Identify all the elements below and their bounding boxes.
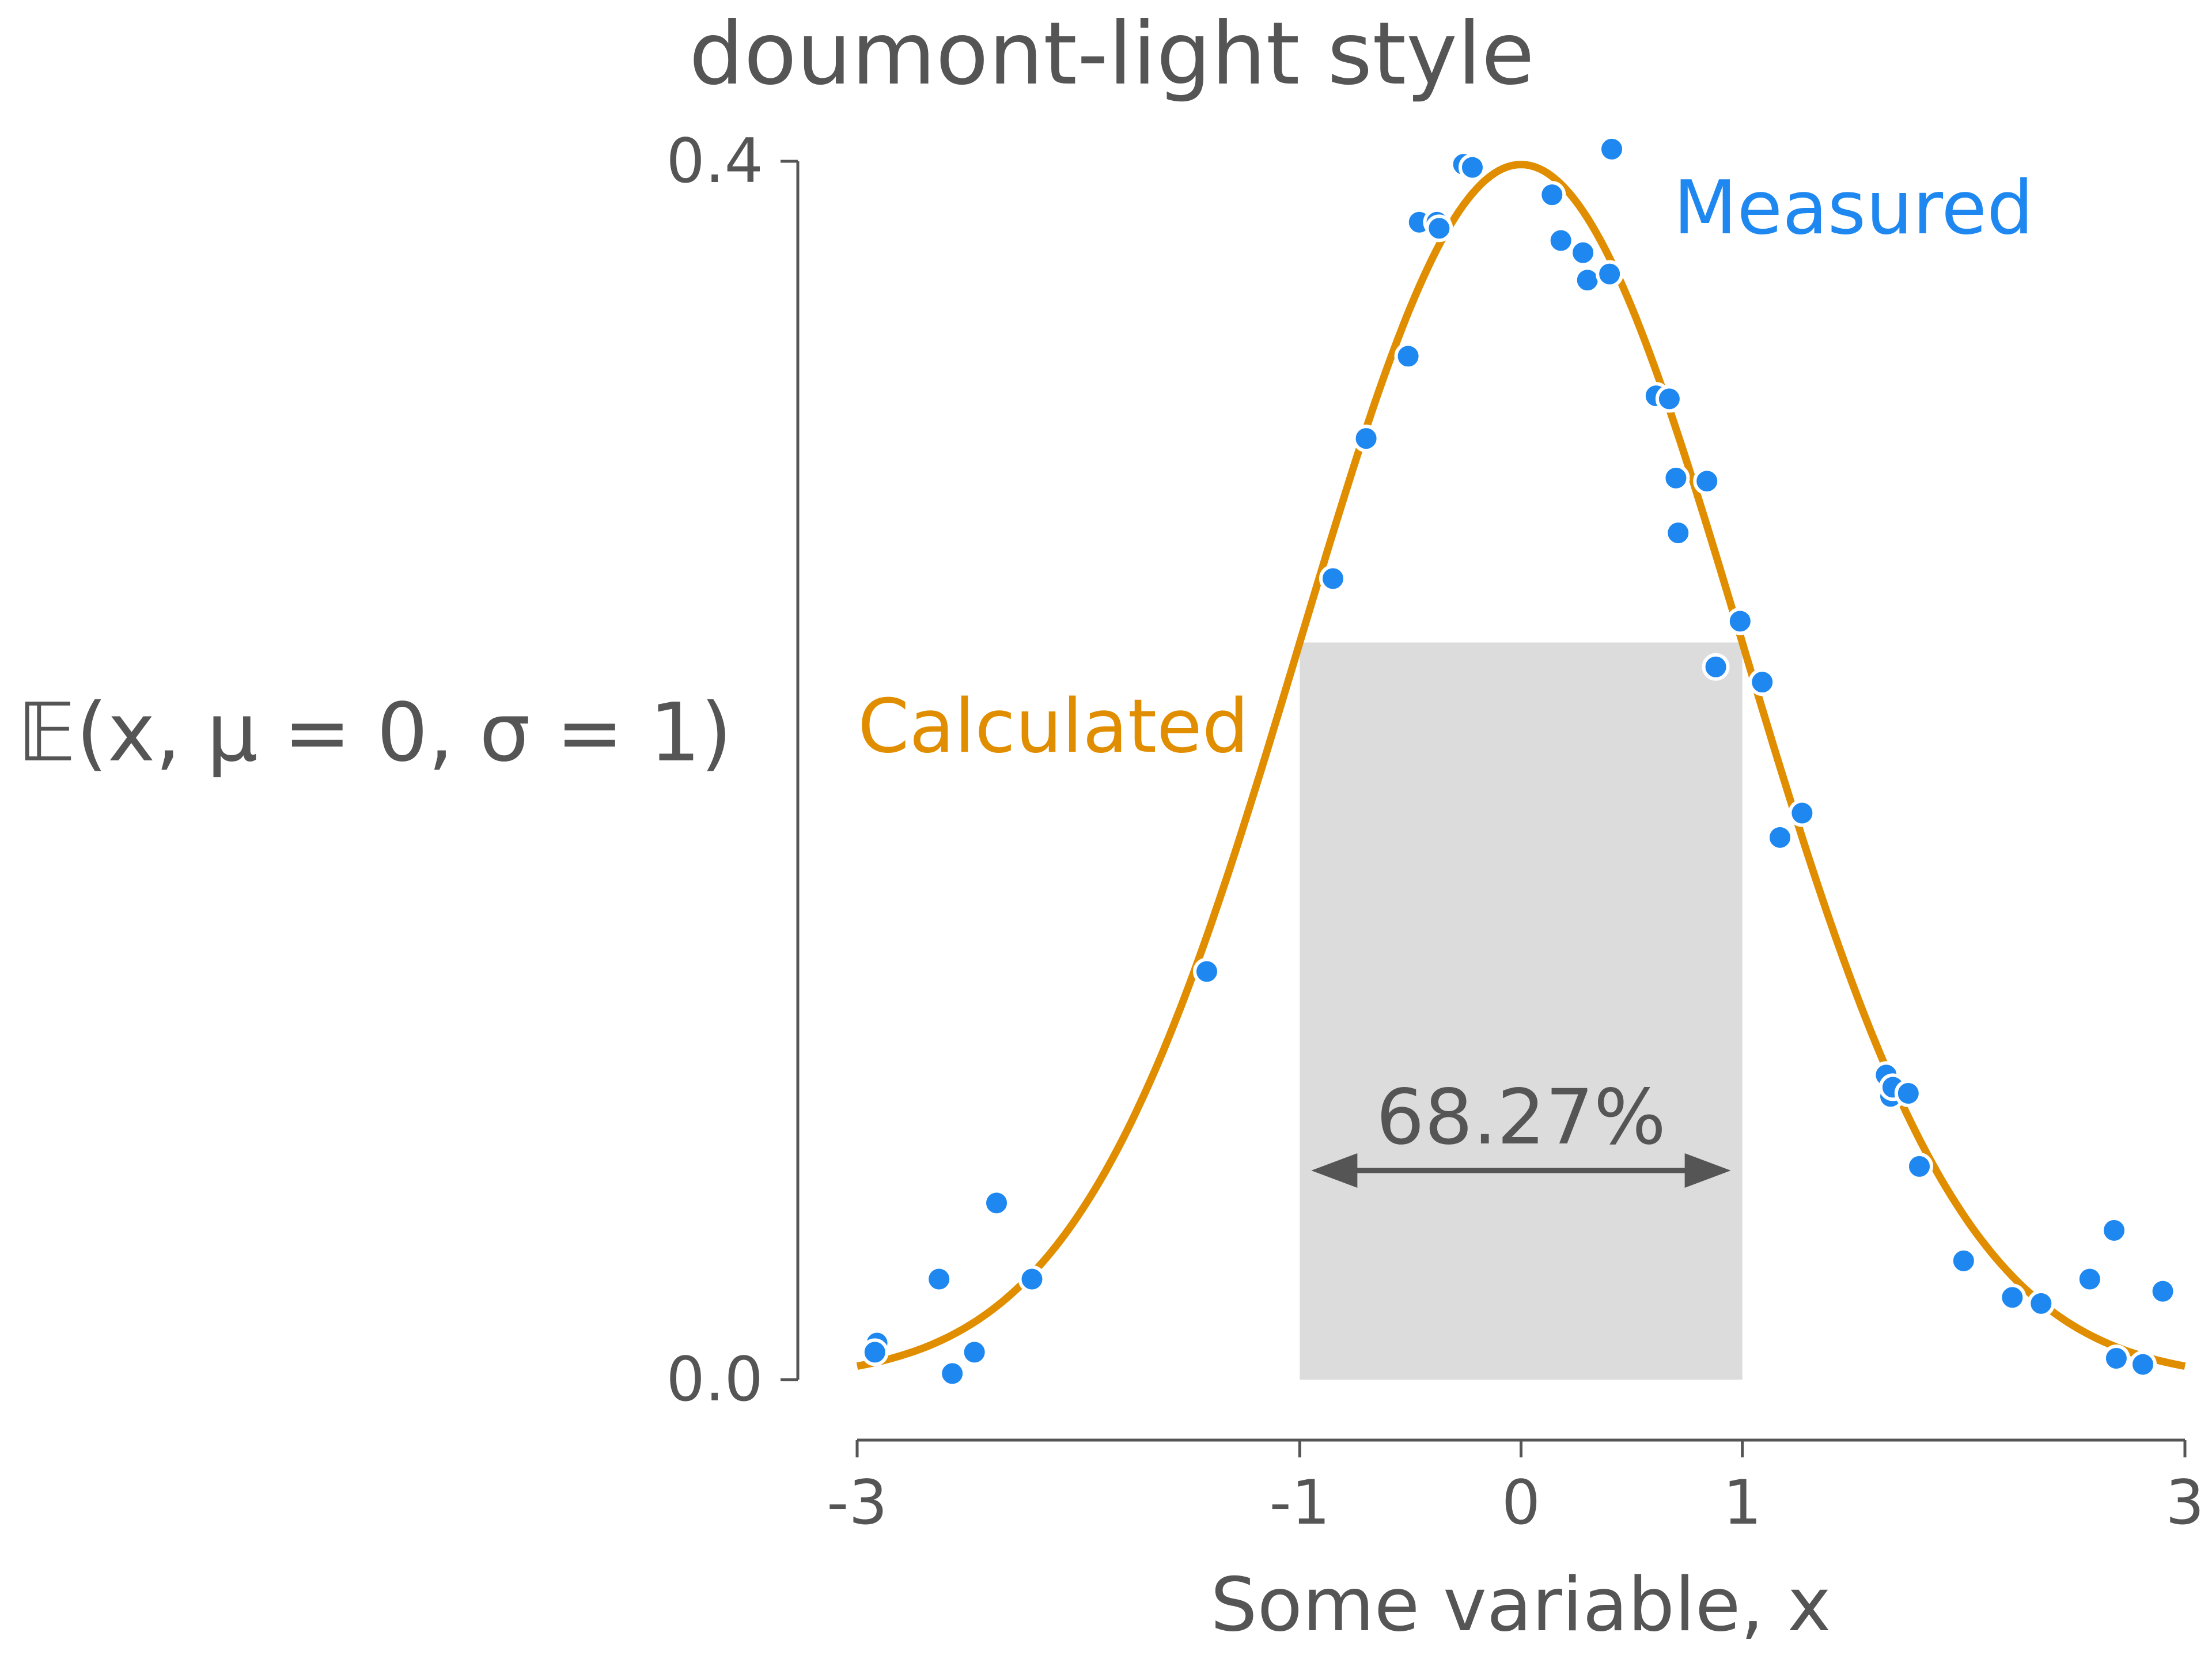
measured-point bbox=[1766, 823, 1794, 851]
measured-point bbox=[2075, 1265, 2104, 1293]
measured-point bbox=[1547, 226, 1575, 255]
x-tick-label: -1 bbox=[1269, 1467, 1330, 1538]
measured-point bbox=[1018, 1265, 1046, 1293]
measured-point bbox=[1664, 519, 1692, 547]
measured-point bbox=[1894, 1079, 1922, 1107]
arrow-head-right bbox=[1684, 1153, 1731, 1188]
calculated-curve bbox=[856, 161, 2186, 1370]
x-axis: -3 -1 0 1 3 bbox=[827, 1438, 2205, 1538]
measured-point bbox=[925, 1265, 953, 1293]
measured-point bbox=[1998, 1283, 2027, 1312]
x-tick-label: 0 bbox=[1502, 1467, 1540, 1538]
y-tick-label: 0.0 bbox=[666, 1344, 763, 1415]
measured-point bbox=[1573, 266, 1601, 294]
measured-point bbox=[2102, 1344, 2130, 1372]
measured-point bbox=[1596, 260, 1624, 288]
shaded-region-percentage-label: 68.27% bbox=[1376, 1073, 1666, 1162]
legend-label-measured: Measured bbox=[1673, 165, 2033, 251]
x-tick-label: 3 bbox=[2165, 1467, 2204, 1538]
measured-point bbox=[1319, 565, 1347, 593]
measured-point bbox=[1598, 135, 1626, 163]
double-arrow-annotation bbox=[1311, 1153, 1731, 1188]
x-tick-label: -3 bbox=[827, 1467, 888, 1538]
measured-point bbox=[861, 1338, 889, 1366]
legend-label-calculated: Calculated bbox=[858, 684, 1249, 770]
measured-point bbox=[1662, 464, 1690, 492]
measured-point bbox=[1702, 653, 1730, 681]
measured-point bbox=[2129, 1350, 2157, 1378]
measured-point bbox=[2027, 1289, 2055, 1317]
measured-point bbox=[1352, 425, 1380, 453]
measured-points bbox=[861, 135, 2177, 1388]
shaded-region-one-sigma bbox=[1300, 642, 1743, 1380]
measured-point bbox=[1192, 957, 1221, 986]
measured-point bbox=[1458, 153, 1486, 181]
measured-point bbox=[1906, 1152, 1933, 1180]
measured-point bbox=[938, 1359, 967, 1388]
arrow-head-left bbox=[1311, 1153, 1358, 1188]
measured-point bbox=[1726, 607, 1754, 635]
measured-point bbox=[1538, 181, 1566, 209]
plot-area: 68.27% Calculated Measured bbox=[856, 135, 2186, 1388]
measured-point bbox=[1425, 214, 1453, 243]
measured-point bbox=[1655, 385, 1683, 413]
measured-point bbox=[1394, 342, 1422, 370]
measured-point bbox=[1748, 668, 1777, 696]
chart-title: doumont-light style bbox=[689, 4, 1535, 104]
measured-point bbox=[2100, 1216, 2128, 1244]
measured-point bbox=[1949, 1247, 1978, 1275]
measured-point bbox=[983, 1189, 1011, 1217]
measured-point bbox=[2149, 1277, 2177, 1305]
y-axis: 0.0 0.4 bbox=[666, 126, 800, 1415]
measured-point bbox=[1788, 799, 1816, 827]
x-axis-label: Some variable, x bbox=[1210, 1562, 1831, 1648]
measured-point bbox=[1569, 238, 1597, 267]
y-axis-label: 𝔼(x, μ = 0, σ = 1) bbox=[17, 686, 732, 780]
x-tick-label: 1 bbox=[1723, 1467, 1762, 1538]
measured-point bbox=[960, 1338, 988, 1366]
measured-point bbox=[1693, 467, 1721, 495]
y-tick-label: 0.4 bbox=[666, 126, 763, 196]
